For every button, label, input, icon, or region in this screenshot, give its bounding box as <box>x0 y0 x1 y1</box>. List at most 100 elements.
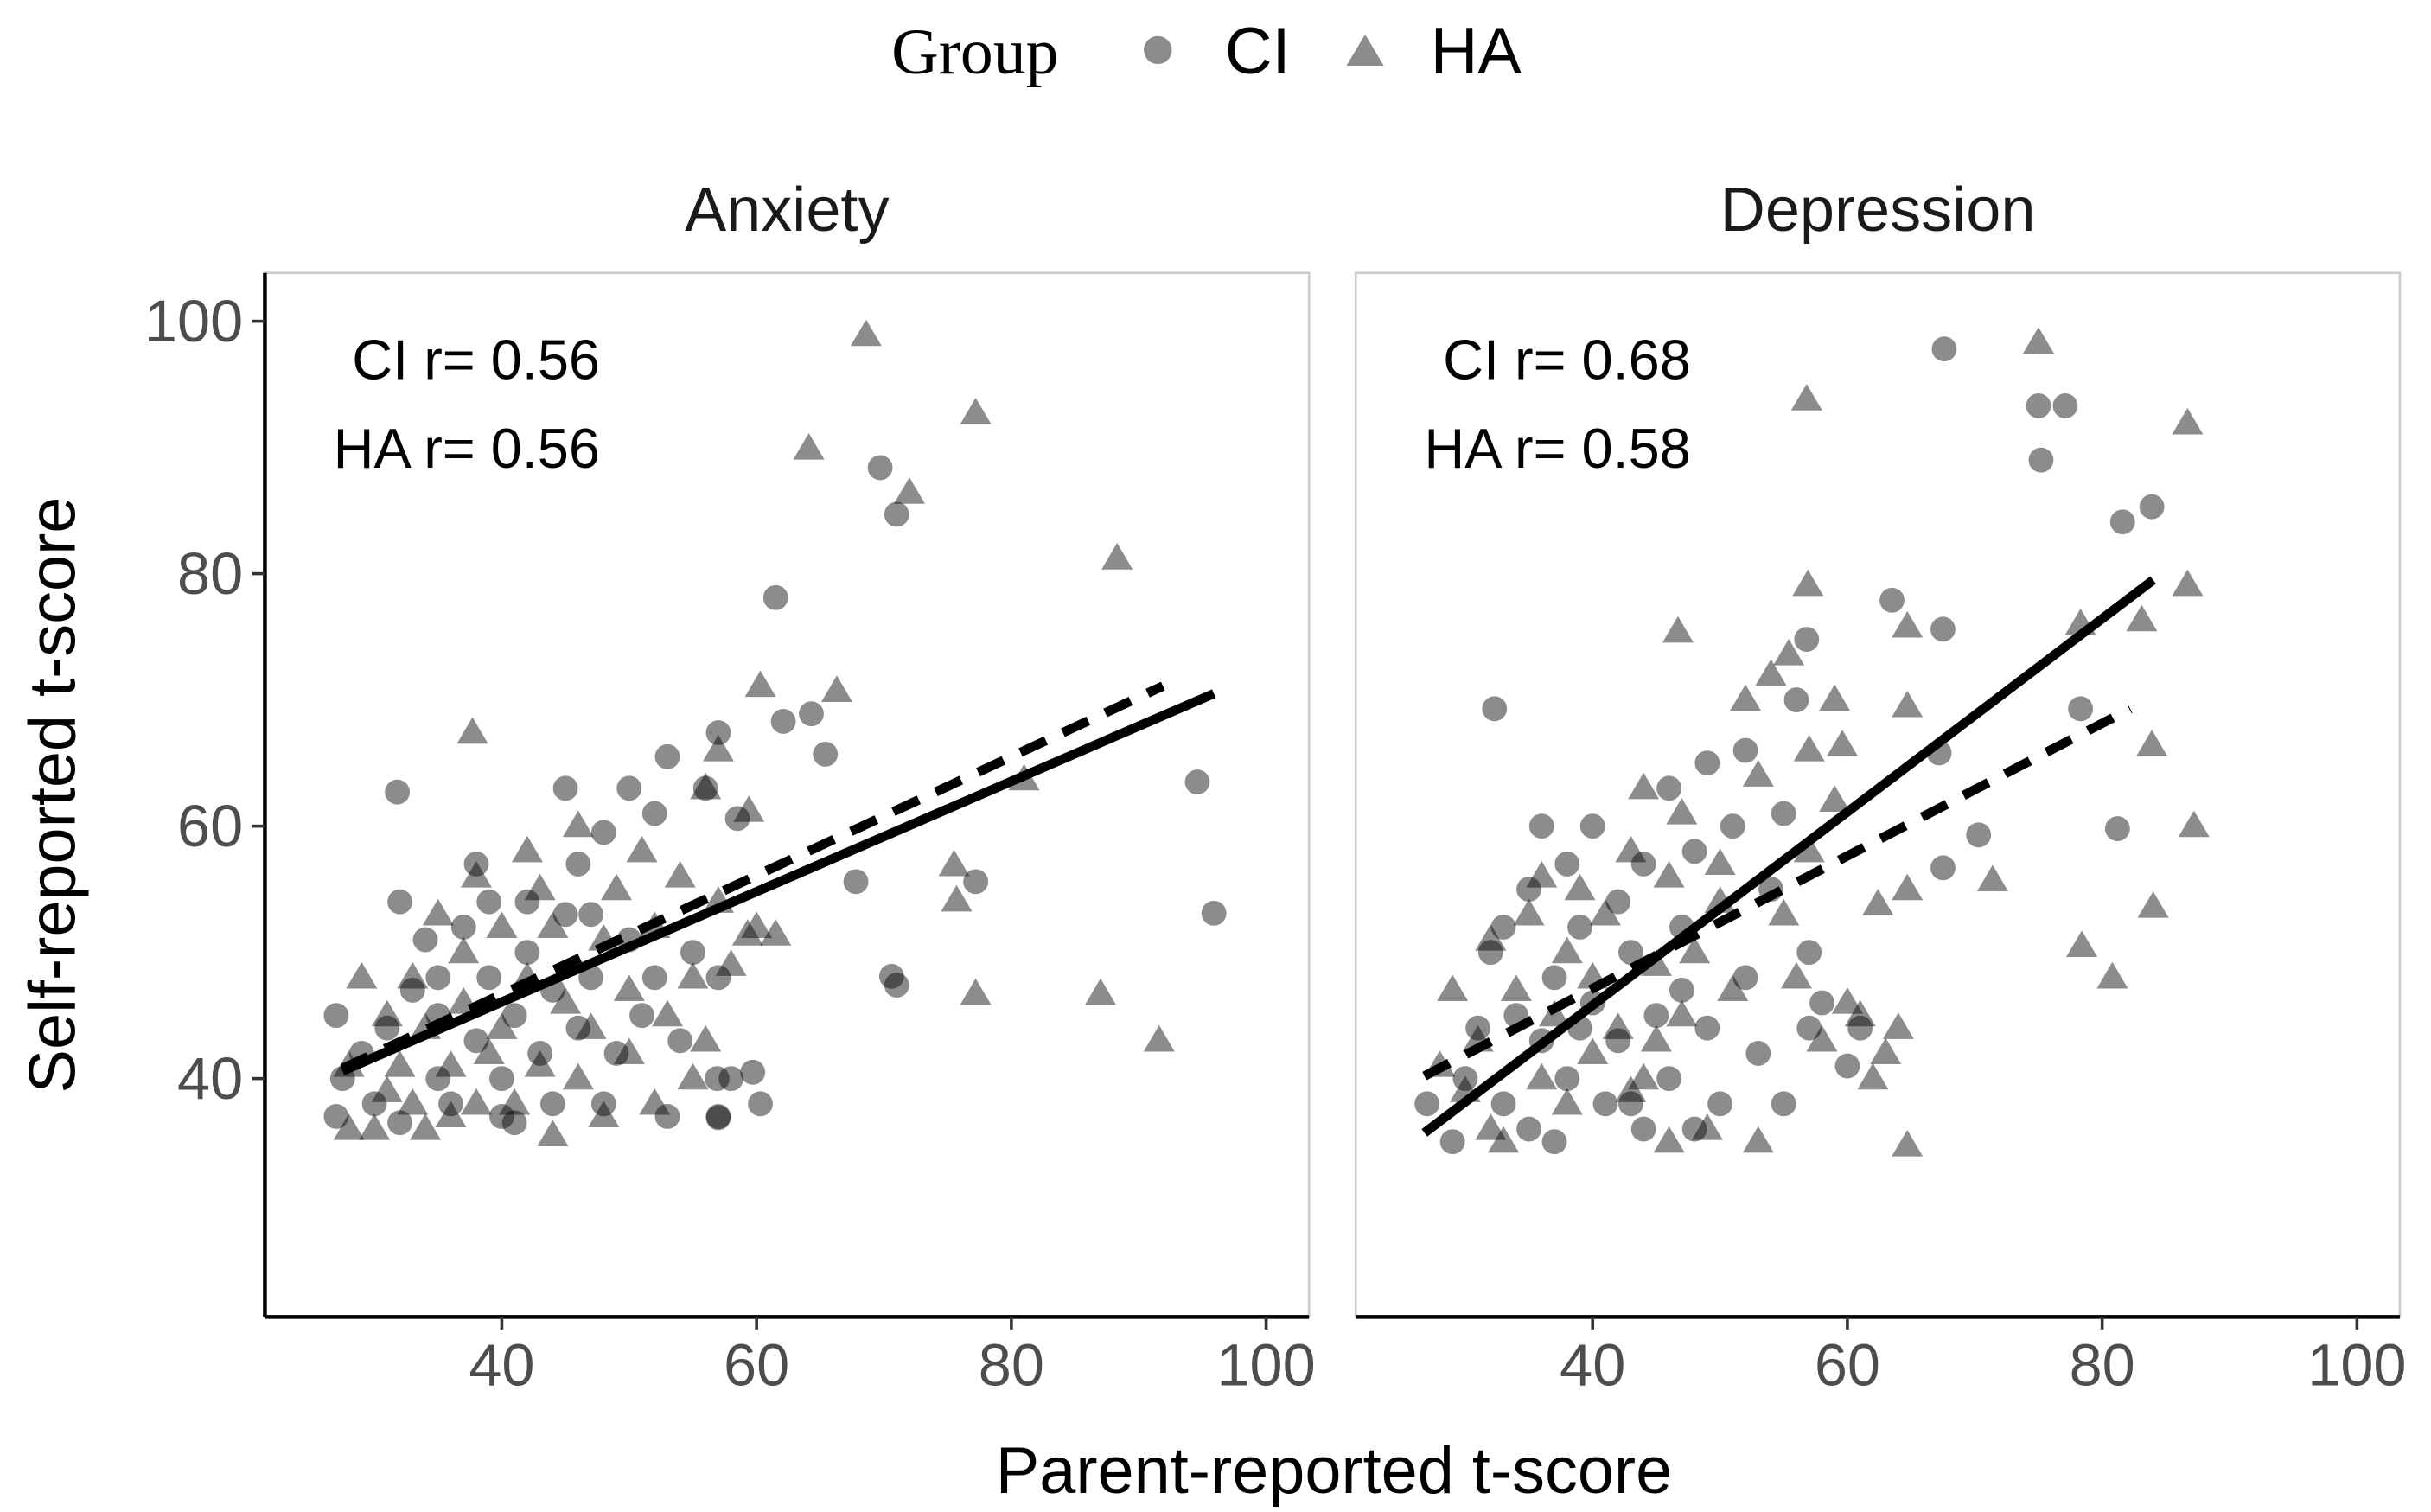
point-ci <box>740 1059 766 1085</box>
point-ha <box>371 999 403 1027</box>
point-ha <box>1742 1126 1774 1153</box>
point-ha <box>1500 974 1532 1002</box>
point-ci <box>878 963 904 989</box>
point-ha <box>448 936 480 964</box>
point-ha <box>1666 999 1698 1027</box>
point-ha <box>1768 898 1800 926</box>
point-ci <box>705 965 731 991</box>
x-tick-label: 100 <box>2307 1332 2406 1399</box>
point-ha <box>1691 1113 1723 1140</box>
point-ha <box>1773 639 1805 666</box>
fit-line-ha <box>340 681 1165 1073</box>
point-ci <box>1794 627 1820 652</box>
point-ci <box>387 1110 412 1136</box>
point-ha <box>1819 785 1851 813</box>
point-ci <box>1630 851 1656 877</box>
point-ha <box>941 884 973 912</box>
x-axis-label: Parent-reported t-score <box>996 1434 1672 1508</box>
point-ha <box>741 911 773 939</box>
fit-line-ci <box>1421 576 2156 1137</box>
point-ci <box>1681 1116 1707 1142</box>
point-ci <box>1528 813 1554 839</box>
point-ha <box>744 670 776 698</box>
x-tick-label: 80 <box>979 1332 1044 1399</box>
point-ha <box>1892 690 1924 718</box>
point-ha <box>651 999 684 1027</box>
point-ci <box>2068 696 2094 722</box>
point-ci <box>1490 915 1516 940</box>
point-ha <box>1551 1088 1583 1115</box>
point-ci <box>501 1003 527 1029</box>
point-ci <box>1630 1116 1656 1142</box>
point-ha <box>562 1062 594 1090</box>
point-ha <box>677 961 709 989</box>
point-ha <box>359 1113 391 1140</box>
point-ha <box>690 1024 722 1052</box>
point-ha <box>1882 1012 1914 1039</box>
point-ci <box>1656 1066 1682 1092</box>
point-ci <box>425 965 451 991</box>
point-ci <box>2052 392 2078 418</box>
point-ci <box>1966 822 1992 848</box>
point-ha <box>1892 873 1924 901</box>
point-ci <box>2026 392 2051 418</box>
point-ha <box>1513 898 1545 926</box>
point-ha <box>1488 1126 1520 1153</box>
point-ci <box>1771 1091 1796 1117</box>
point-ha <box>1589 898 1621 926</box>
point-ci <box>1809 990 1834 1016</box>
x-tick-label: 40 <box>1560 1332 1625 1399</box>
point-ha <box>760 919 792 946</box>
point-ci <box>578 965 603 991</box>
point-ha <box>486 1012 518 1039</box>
point-ha <box>690 772 722 800</box>
point-ha <box>456 717 488 744</box>
point-ci <box>425 1066 451 1092</box>
point-ha <box>820 675 853 703</box>
point-ha <box>409 1113 442 1140</box>
point-ci <box>1541 1129 1567 1155</box>
point-ci <box>476 965 502 991</box>
point-ci <box>1490 1091 1516 1117</box>
point-ci <box>578 902 603 928</box>
point-ci <box>692 775 718 801</box>
point-ha <box>550 987 582 1014</box>
point-ci <box>705 1066 730 1092</box>
point-ha <box>1602 1012 1634 1039</box>
legend-title: Group <box>891 16 1058 88</box>
panel-title: Depression <box>1720 175 2036 245</box>
point-ci <box>1516 1116 1541 1142</box>
point-ha <box>1437 974 1469 1002</box>
point-ci <box>590 820 616 845</box>
point-ci <box>799 701 824 727</box>
point-ci <box>1732 737 1758 763</box>
point-ci <box>2109 509 2135 535</box>
point-ha <box>893 477 926 504</box>
point-ha <box>511 835 543 863</box>
point-ha <box>1577 1037 1609 1065</box>
point-ha <box>1084 978 1117 1005</box>
point-ha <box>2137 891 2169 918</box>
point-ha <box>2178 810 2210 838</box>
x-tick-label: 40 <box>469 1332 534 1399</box>
point-ha <box>1790 384 1822 411</box>
point-ci <box>323 1104 349 1129</box>
point-ha <box>1831 987 1863 1014</box>
point-ha <box>1806 1024 1838 1052</box>
point-ha <box>562 810 594 838</box>
point-ha <box>524 1050 556 1077</box>
point-ci <box>1732 965 1758 991</box>
point-ha <box>1640 1024 1672 1052</box>
point-ha <box>1717 974 1749 1002</box>
x-tick-label: 80 <box>2070 1332 2135 1399</box>
point-ci <box>399 978 425 1003</box>
point-ha <box>371 1075 403 1102</box>
point-ha <box>1793 734 1825 762</box>
point-ha <box>2136 730 2168 756</box>
point-ha <box>601 873 633 901</box>
point-ci <box>1516 877 1541 903</box>
panel-anxiety: Anxiety 40 60 80 100 40 60 80 100 CI r= 0.56 HA r=… <box>144 175 1316 1399</box>
point-ci <box>770 709 796 734</box>
point-ha <box>677 1062 709 1090</box>
point-ci <box>527 1041 553 1066</box>
